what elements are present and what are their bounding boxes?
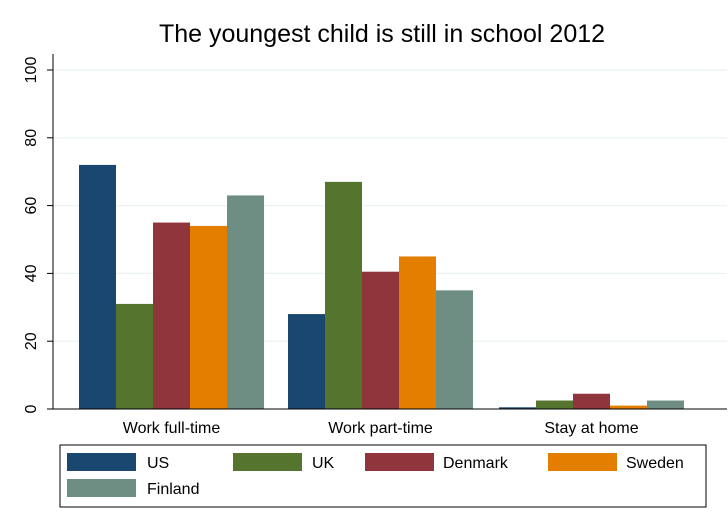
bar-finland-0	[227, 195, 264, 409]
bar-us-0	[79, 164, 116, 409]
bar-sweden-2	[610, 405, 647, 409]
bar-uk-0	[116, 303, 153, 409]
bars	[79, 164, 684, 409]
bar-uk-2	[536, 400, 573, 409]
chart-title: The youngest child is still in school 20…	[159, 20, 605, 48]
bar-denmark-1	[362, 271, 399, 409]
legend-label-sweden: Sweden	[626, 455, 684, 472]
bar-finland-2	[647, 400, 684, 409]
legend-swatch-finland	[67, 479, 136, 497]
bar-denmark-0	[153, 222, 190, 409]
bar-uk-1	[325, 181, 362, 409]
legend-swatch-us	[67, 453, 136, 471]
y-tick-label: 60	[23, 197, 40, 215]
y-tick-label: 40	[23, 264, 40, 282]
legend-swatch-denmark	[365, 453, 434, 471]
legend-label-finland: Finland	[147, 481, 199, 498]
x-category-label: Work full-time	[123, 420, 221, 437]
legend-label-denmark: Denmark	[443, 455, 509, 472]
y-tick-label: 0	[23, 404, 40, 413]
x-category-label: Work part-time	[328, 420, 433, 437]
y-tick-label: 20	[23, 332, 40, 350]
bar-finland-1	[436, 290, 473, 409]
legend-swatch-uk	[233, 453, 302, 471]
legend-swatch-sweden	[548, 453, 617, 471]
y-axis: 0 20 40 60 80 100	[23, 54, 54, 413]
bar-sweden-1	[399, 256, 436, 409]
legend: US UK Denmark Sweden Finland	[59, 444, 707, 508]
bar-us-2	[499, 407, 536, 409]
legend-label-us: US	[147, 455, 169, 472]
y-tick-label: 100	[23, 57, 40, 84]
bar-sweden-0	[190, 225, 227, 409]
y-tick-label: 80	[23, 129, 40, 147]
x-axis: Work full-time Work part-time Stay at home	[53, 408, 727, 437]
x-category-label: Stay at home	[544, 420, 638, 437]
legend-label-uk: UK	[312, 455, 335, 472]
bar-denmark-2	[573, 393, 610, 409]
bar-us-1	[288, 314, 325, 409]
